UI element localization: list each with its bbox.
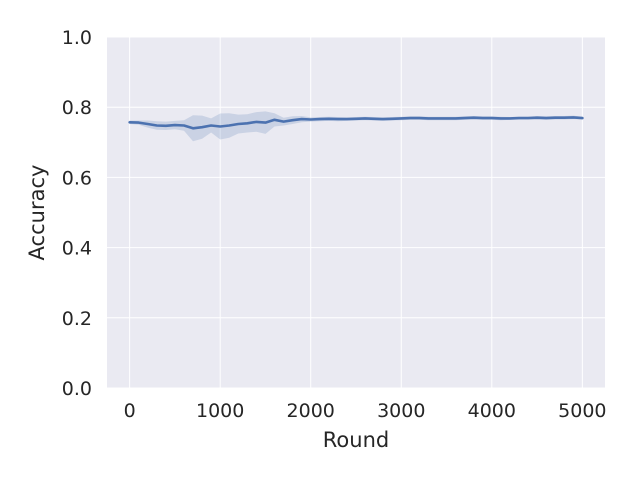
grid-lines xyxy=(107,36,605,389)
x-tick-label: 2000 xyxy=(287,400,335,422)
y-tick-label: 0.4 xyxy=(62,238,92,260)
y-axis-label: Accuracy xyxy=(25,165,49,261)
x-tick-label: 3000 xyxy=(377,400,425,422)
y-tick-label: 0.0 xyxy=(62,378,92,400)
plot-area xyxy=(107,37,605,388)
y-tick-label: 0.2 xyxy=(62,308,92,330)
x-tick-label: 5000 xyxy=(558,400,606,422)
y-tick-label: 0.8 xyxy=(62,97,92,119)
y-tick-label: 0.6 xyxy=(62,167,92,189)
accuracy-line xyxy=(128,116,584,130)
x-tick-labels: 0 1000 2000 3000 4000 5000 xyxy=(124,400,607,422)
x-tick-label: 4000 xyxy=(468,400,516,422)
x-tick-label: 1000 xyxy=(196,400,244,422)
y-tick-label: 1.0 xyxy=(62,27,92,49)
y-tick-labels: 0.0 0.2 0.4 0.6 0.8 1.0 xyxy=(62,27,92,400)
x-tick-label: 0 xyxy=(124,400,136,422)
x-axis-label: Round xyxy=(323,428,389,452)
